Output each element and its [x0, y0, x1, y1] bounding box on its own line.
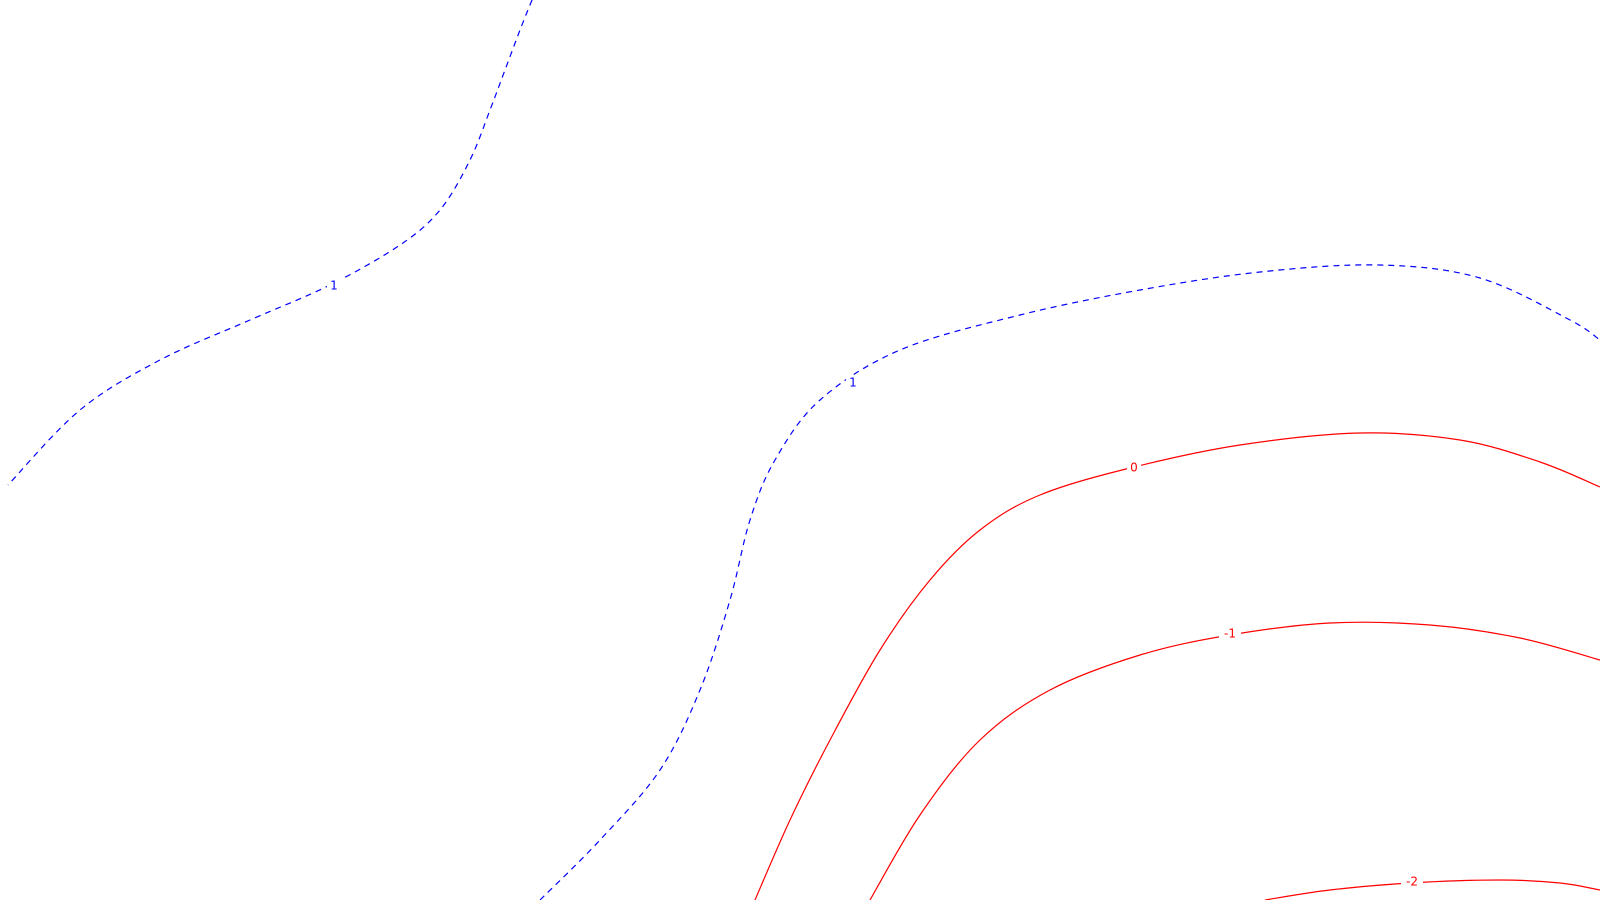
contour-line-level-neg2-4 [1264, 879, 1600, 900]
contour-label: 1 [849, 376, 857, 390]
contour-label-bg [1219, 627, 1241, 641]
contour-label: 0 [1130, 461, 1138, 475]
contour-label-bg [846, 376, 860, 390]
contour-line-level-neg1-3 [869, 621, 1600, 900]
contour-line-level-1-0 [7, 0, 533, 486]
contour-label-bg [1401, 875, 1423, 889]
contour-line-level-1-1 [539, 264, 1600, 900]
contour-label: -1 [1224, 627, 1236, 641]
contour-label-bg [327, 279, 341, 293]
contour-lines [7, 0, 1600, 900]
contour-label: 1 [330, 279, 338, 293]
contour-label-bg [1127, 461, 1141, 475]
contour-label: -2 [1406, 875, 1418, 889]
contour-labels: 1 1 0 -1 -2 [327, 279, 1423, 889]
contour-line-level-0-2 [754, 432, 1600, 900]
